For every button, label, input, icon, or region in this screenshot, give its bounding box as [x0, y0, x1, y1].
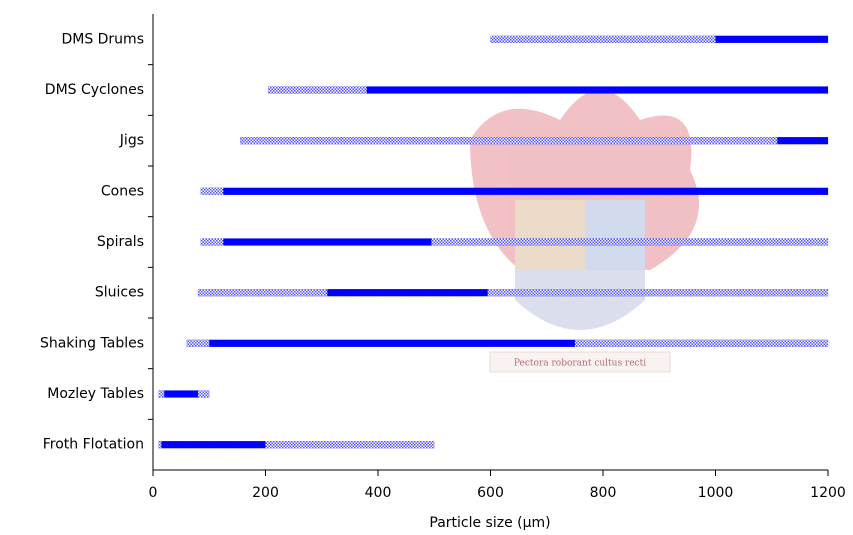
x-tick-label: 800 — [590, 485, 617, 501]
x-tick-label: 1200 — [810, 485, 846, 501]
watermark-crest — [470, 90, 699, 373]
range-bar — [200, 238, 829, 246]
y-tick-label: Mozley Tables — [47, 386, 144, 402]
range-bar — [158, 441, 435, 449]
effective-bar — [161, 441, 266, 449]
y-tick-label: DMS Cyclones — [45, 82, 144, 98]
y-tick-label: Froth Flotation — [43, 437, 144, 453]
x-tick-label: 200 — [252, 485, 279, 501]
effective-bar — [366, 86, 828, 94]
effective-bar — [715, 35, 828, 43]
range-bar — [240, 137, 829, 145]
x-tick-label: 400 — [365, 485, 392, 501]
range-bar — [197, 289, 829, 297]
y-tick-label: Cones — [101, 183, 144, 199]
effective-bar — [209, 339, 575, 347]
effective-bar — [223, 238, 432, 246]
y-tick-label: Jigs — [119, 133, 144, 149]
watermark-motto: Pectora roborant cultus recti — [514, 359, 646, 369]
effective-bar — [327, 289, 488, 297]
y-tick-label: DMS Drums — [61, 31, 144, 47]
y-tick-label: Shaking Tables — [40, 335, 144, 351]
x-axis-label: Particle size (μm) — [429, 515, 550, 531]
y-tick-label: Sluices — [95, 285, 144, 301]
y-tick-label: Spirals — [97, 234, 144, 250]
x-tick-label: 0 — [149, 485, 158, 501]
x-tick-label: 1000 — [698, 485, 734, 501]
effective-bar — [777, 137, 828, 145]
effective-bar — [164, 390, 198, 398]
effective-bar — [223, 187, 828, 195]
x-tick-label: 600 — [477, 485, 504, 501]
